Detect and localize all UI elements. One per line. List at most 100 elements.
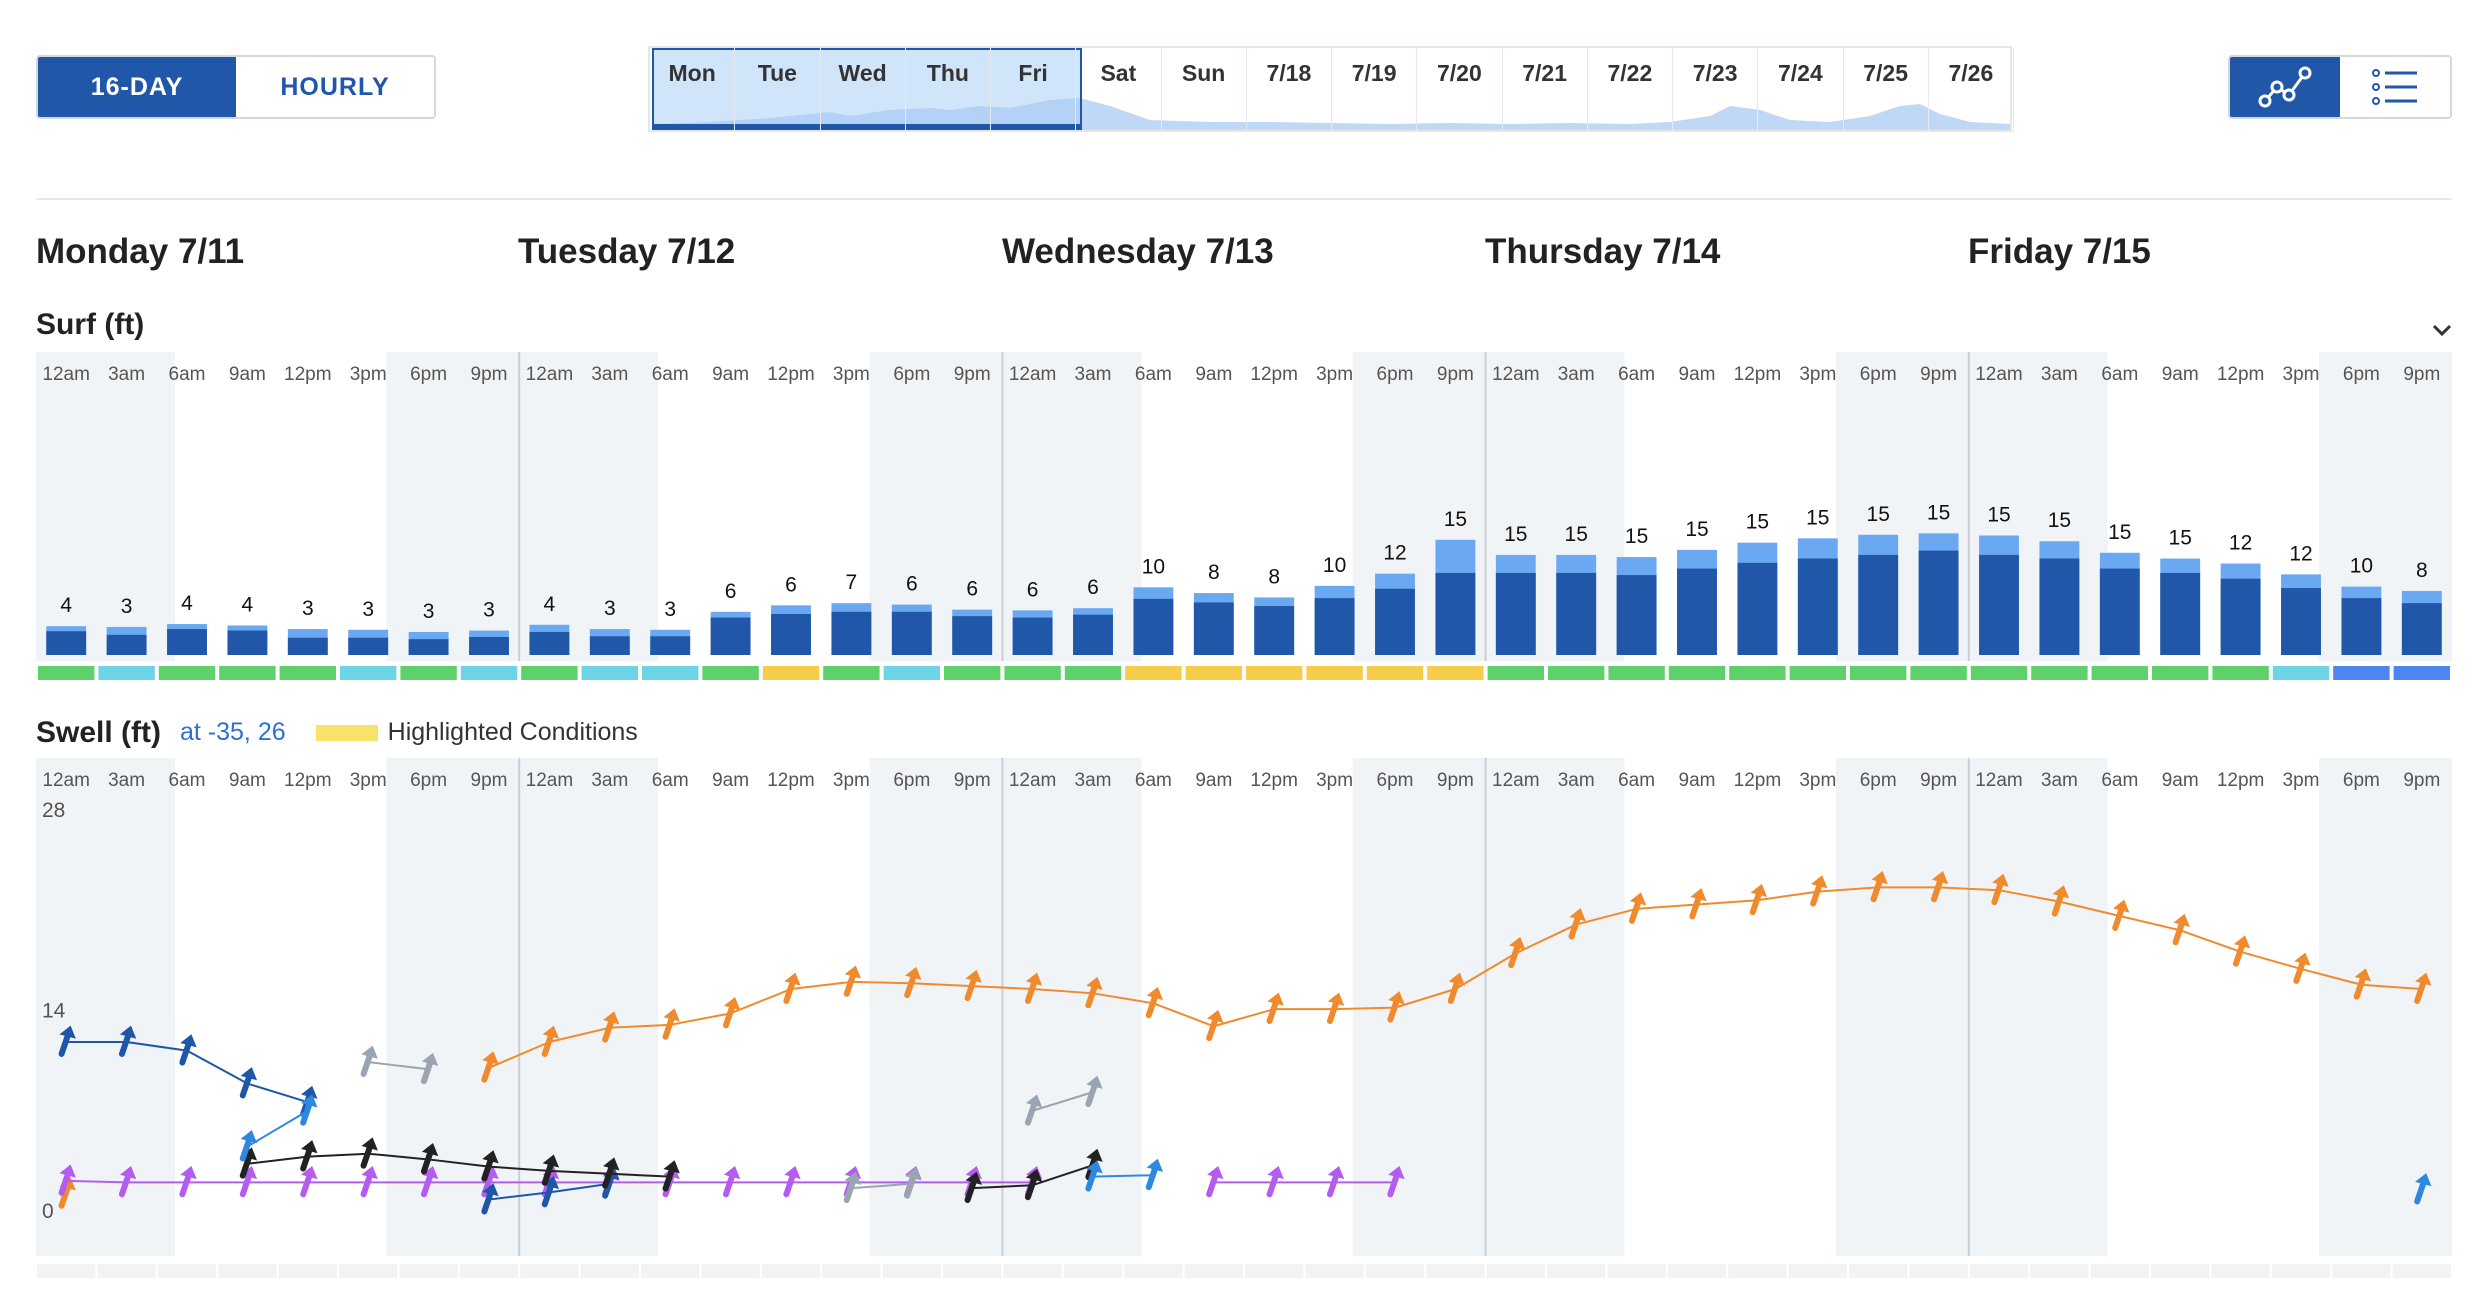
time-label: 9am <box>1195 770 1232 791</box>
navigator-day[interactable]: Sat <box>1076 48 1162 132</box>
surf-bar-label: 10 <box>2350 555 2373 578</box>
swell-arrow-marker <box>1689 888 1707 920</box>
swell-arrow-head <box>1086 976 1103 991</box>
navigator-day[interactable]: Sun <box>1162 48 1247 132</box>
swell-line-segment <box>488 1165 550 1172</box>
swell-arrow-head <box>723 1165 741 1180</box>
swell-arrow-shaft <box>602 1172 615 1199</box>
swell-arrow-marker <box>722 996 741 1029</box>
swell-arrow-marker <box>179 1165 197 1198</box>
swell-arrow-head <box>1327 1165 1345 1180</box>
swell-arrow-head <box>663 1008 680 1022</box>
footer-cell <box>641 1264 700 1278</box>
highlighted-conditions-label: Highlighted Conditions <box>387 718 638 746</box>
swell-line-segment <box>851 980 912 985</box>
time-label: 3am <box>2041 770 2078 791</box>
surf-bar-min <box>2160 572 2201 655</box>
navigator-day[interactable]: Tue <box>735 48 821 132</box>
time-label: 9am <box>2162 364 2199 385</box>
night-shade <box>1968 758 2108 1256</box>
footer-cell <box>1909 1264 1968 1278</box>
swell-arrow-head <box>421 1165 439 1180</box>
footer-cell <box>580 1264 639 1278</box>
hourly-button[interactable]: HOURLY <box>236 57 434 117</box>
swell-arrow-head <box>119 1025 137 1039</box>
swell-line-segment <box>1998 889 2060 903</box>
swell-arrow-marker <box>2293 952 2311 984</box>
swell-arrow-shaft <box>1326 997 1340 1024</box>
surf-bar-min <box>1918 550 1959 655</box>
surf-bar-label: 15 <box>1504 523 1527 546</box>
swell-arrow-shaft <box>420 1148 434 1175</box>
rating-bar <box>2393 666 2450 680</box>
swell-arrow-shaft <box>843 1176 857 1204</box>
navigator-day[interactable]: 7/22 <box>1588 48 1673 132</box>
swell-arrow-shaft <box>1387 1171 1401 1198</box>
swell-arrow-shaft <box>541 1030 555 1057</box>
surf-bar-label: 15 <box>1927 501 1950 524</box>
navigator-day-label: 7/25 <box>1863 60 1908 86</box>
rating-bar <box>1910 666 1967 680</box>
footer-cell <box>218 1264 277 1278</box>
night-shade <box>1002 352 1142 661</box>
swell-line-segment <box>911 982 973 988</box>
navigator-day[interactable]: 7/19 <box>1332 48 1418 132</box>
swell-line-segment <box>1938 886 2000 892</box>
swell-arrow-marker <box>541 1175 560 1208</box>
swell-arrow-head <box>240 1130 258 1144</box>
rating-bar <box>1729 666 1786 680</box>
navigator-day[interactable]: 7/24 <box>1758 48 1844 132</box>
swell-line-segment <box>972 985 1033 991</box>
time-label: 9pm <box>1920 770 1957 791</box>
chevron-down-icon[interactable] <box>2428 316 2456 344</box>
swell-arrow-shaft <box>1266 997 1280 1024</box>
swell-arrow-head <box>603 1157 620 1171</box>
time-label: 6am <box>169 770 206 791</box>
view-toggle <box>2228 55 2452 119</box>
swell-arrow-head <box>301 1085 318 1099</box>
surf-bar-label: 15 <box>1746 511 1769 534</box>
navigator-day[interactable]: Wed <box>821 48 906 132</box>
navigator-day[interactable]: 7/21 <box>1503 48 1588 132</box>
navigator-day[interactable]: Mon <box>650 48 736 132</box>
time-label: 6pm <box>1860 770 1897 791</box>
time-label: 3pm <box>1799 364 1836 385</box>
swell-arrow-marker <box>1266 992 1284 1024</box>
swell-arrow-head <box>301 1165 318 1180</box>
surf-bar-min <box>529 631 570 655</box>
surf-bar-label: 3 <box>604 597 616 620</box>
swell-arrow-shaft <box>602 1162 615 1189</box>
navigator-day[interactable]: 7/23 <box>1673 48 1759 132</box>
surf-bar-label: 12 <box>1383 542 1406 565</box>
time-label: 9am <box>229 770 266 791</box>
graph-view-button[interactable] <box>2230 57 2340 117</box>
swell-arrow-marker <box>1447 972 1466 1004</box>
navigator-day[interactable]: Fri <box>991 48 1077 132</box>
navigator-selection[interactable] <box>652 48 1082 130</box>
surf-bar-label: 15 <box>1867 503 1890 526</box>
footer-cell <box>157 1264 217 1278</box>
surf-bar-label: 10 <box>1142 555 1165 578</box>
time-label: 12pm <box>2217 364 2265 385</box>
navigator-day[interactable]: 7/18 <box>1247 48 1332 132</box>
time-label: 12am <box>42 364 90 385</box>
swell-arrow-shaft <box>1266 1171 1280 1198</box>
navigator-day[interactable]: Thu <box>906 48 991 132</box>
navigator-day[interactable]: 7/20 <box>1417 48 1503 132</box>
swell-arrow-head <box>1569 908 1586 922</box>
16-day-button[interactable]: 16-DAY <box>38 57 236 117</box>
time-label: 3am <box>2041 364 2078 385</box>
navigator-day[interactable]: 7/26 <box>1929 48 2014 132</box>
navigator-day[interactable]: 7/25 <box>1844 48 1929 132</box>
surf-bar-min <box>2220 578 2261 655</box>
rating-bar <box>38 666 95 680</box>
swell-line-segment <box>2240 950 2302 970</box>
list-view-button[interactable] <box>2340 57 2450 117</box>
swell-arrow-marker <box>2112 899 2130 931</box>
surf-bar-label: 15 <box>1806 506 1829 529</box>
swell-arrow-shaft <box>662 1013 676 1040</box>
swell-line-segment <box>1454 952 1517 990</box>
swell-arrow-shaft <box>1206 1015 1219 1042</box>
swell-arrow-shaft <box>300 1171 313 1198</box>
swell-line-segment <box>247 1155 308 1165</box>
